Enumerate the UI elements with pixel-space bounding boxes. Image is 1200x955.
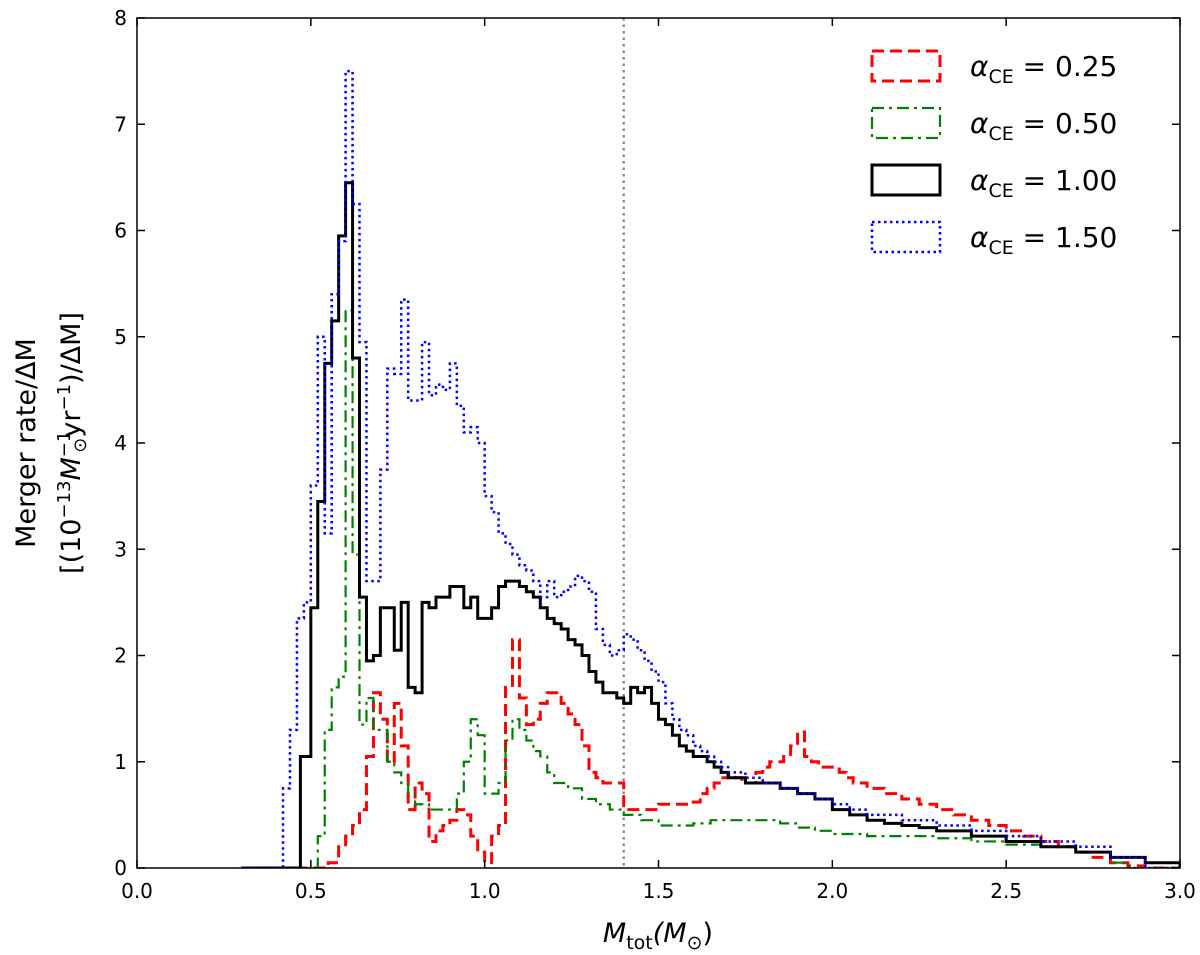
y-tick-label-1: 1	[114, 750, 127, 774]
series-line-0	[241, 638, 1180, 868]
series-line-1	[241, 309, 1180, 868]
legend-label-0: αCE = 0.25	[970, 50, 1117, 88]
legend-label-2: αCE = 1.00	[970, 164, 1117, 202]
legend: αCE = 0.25 αCE = 0.50 αCE = 1.00 αCE = 1.50	[870, 49, 1117, 259]
legend-swatch-1	[870, 106, 942, 140]
y-tick-label-2: 2	[114, 644, 127, 668]
y-tick-label-7: 7	[114, 112, 127, 136]
legend-swatch-2	[870, 163, 942, 197]
y-axis-label-line2: [(10−13M−1⊙yr−1)/ΔM]	[54, 312, 91, 574]
y-axis-label-line1: Merger rate/ΔM	[11, 338, 42, 548]
series-line-3	[241, 69, 1180, 868]
y-tick-label-5: 5	[114, 325, 127, 349]
x-tick-label-3: 1.5	[643, 879, 675, 903]
x-tick-label-0: 0.0	[121, 879, 153, 903]
legend-swatch-3	[870, 220, 942, 254]
x-tick-label-4: 2.0	[816, 879, 848, 903]
x-tick-label-2: 1.0	[469, 879, 501, 903]
y-tick-label-0: 0	[114, 856, 127, 880]
plot-frame	[136, 17, 1181, 869]
tick-layer: 0.0 0.5 1.0 1.5 2.0 2.5 3.0 0 1 2 3 4 5 6 7 8	[114, 6, 1196, 903]
legend-label-3: αCE = 1.50	[970, 221, 1117, 259]
series-line-2	[241, 181, 1180, 868]
x-axis-label: Mtot(M⊙)	[603, 918, 713, 954]
series-layer	[241, 69, 1180, 868]
y-tick-label-3: 3	[114, 537, 127, 561]
x-tick-label-1: 0.5	[295, 879, 327, 903]
y-tick-label-4: 4	[114, 431, 127, 455]
x-tick-label-5: 2.5	[990, 879, 1022, 903]
x-tick-label-6: 3.0	[1164, 879, 1196, 903]
legend-swatch-0	[870, 49, 942, 83]
y-tick-label-6: 6	[114, 219, 127, 243]
legend-label-1: αCE = 0.50	[970, 107, 1117, 145]
y-tick-label-8: 8	[114, 6, 127, 30]
